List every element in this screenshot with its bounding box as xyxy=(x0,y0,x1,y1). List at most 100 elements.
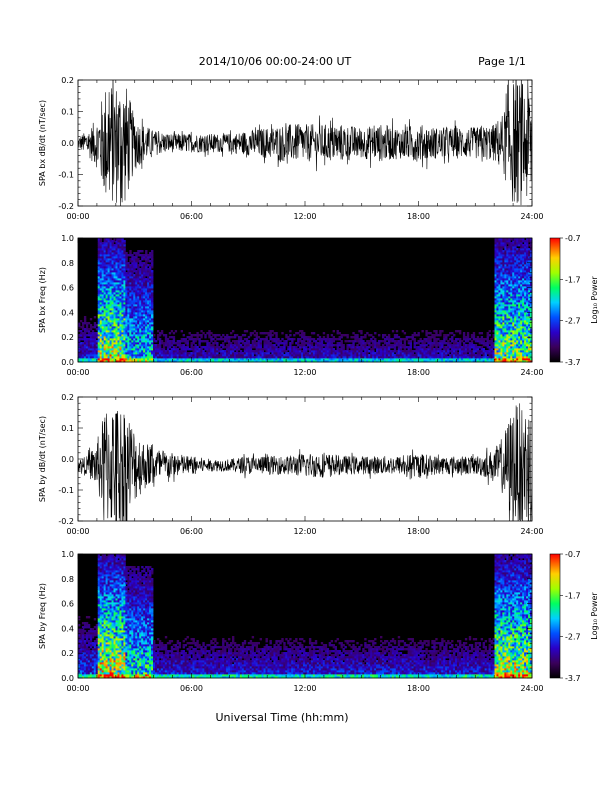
spectrogram-cell xyxy=(105,296,108,299)
spectrogram-cell xyxy=(97,298,101,301)
spectrogram-cell xyxy=(131,288,134,291)
spectrogram-cell xyxy=(362,344,365,347)
spectrogram-cell xyxy=(324,346,328,349)
spectrogram-cell xyxy=(121,300,124,303)
spectrogram-cell xyxy=(233,340,237,343)
spectrogram-cell xyxy=(147,284,150,287)
spectrogram-cell xyxy=(370,352,373,355)
spectrogram-cell xyxy=(127,314,130,317)
spectrogram-cell xyxy=(111,320,114,323)
spectrogram-cell xyxy=(222,334,225,337)
spectrogram-cell xyxy=(115,308,118,311)
spectrogram-cell xyxy=(101,278,105,281)
spectrogram-cell xyxy=(151,286,154,289)
spectrogram-cell xyxy=(147,288,150,291)
spectrogram-cell xyxy=(135,346,138,349)
spectrogram-cell xyxy=(105,322,108,325)
spectrogram-cell xyxy=(151,272,154,275)
spectrogram-cell xyxy=(101,332,105,335)
spectrogram-cell xyxy=(103,336,107,339)
spectrogram-cell xyxy=(326,342,330,345)
spectrogram-cell xyxy=(301,360,304,363)
spectrogram-cell xyxy=(139,306,142,309)
spectrogram-cell xyxy=(87,328,91,331)
spectrogram-cell xyxy=(322,338,326,341)
spectrogram-cell xyxy=(334,350,337,353)
spectrogram-cell xyxy=(127,350,130,353)
spectrogram-cell xyxy=(346,348,349,351)
spectrogram-cell xyxy=(97,324,101,327)
spectrogram-cell xyxy=(314,340,318,343)
spectrogram-cell xyxy=(111,258,114,261)
spectrogram-cell xyxy=(336,342,339,345)
spectrogram-cell xyxy=(149,332,152,335)
spectrogram-cell xyxy=(139,348,142,351)
spectrogram-cell xyxy=(141,342,144,345)
spectrogram-cell xyxy=(228,346,231,349)
spectrogram-cell xyxy=(253,360,257,363)
spectrogram-cell xyxy=(166,342,170,345)
spectrogram-cell xyxy=(174,352,178,355)
spectrogram-cell xyxy=(330,350,334,353)
spectrogram-cell xyxy=(241,356,245,359)
spectrogram-cell xyxy=(115,334,118,337)
spectrogram-cell xyxy=(145,342,148,345)
spectrogram-cell xyxy=(89,328,93,331)
spectrogram-cell xyxy=(249,358,253,361)
spectrogram-cell xyxy=(139,292,142,295)
spectrogram-cell xyxy=(115,340,118,343)
spectrogram-cell xyxy=(226,346,229,349)
spectrogram-cell xyxy=(103,338,107,341)
spectrogram-cell xyxy=(103,296,107,299)
spectrogram-cell xyxy=(206,348,209,351)
spectrogram-cell xyxy=(83,318,87,321)
spectrogram-cell xyxy=(180,354,184,357)
spectrogram-cell xyxy=(143,356,146,359)
spectrogram-cell xyxy=(143,324,146,327)
spectrogram-cell xyxy=(301,356,304,359)
spectrogram-cell xyxy=(93,316,97,319)
spectrogram-cell xyxy=(310,344,314,347)
spectrogram-cell xyxy=(145,358,148,361)
spectrogram-cell xyxy=(137,270,140,273)
spectrogram-cell xyxy=(113,264,116,267)
spectrogram-cell xyxy=(131,316,134,319)
spectrogram-cell xyxy=(243,350,247,353)
spectrogram-cell xyxy=(131,268,134,271)
spectrogram-cell xyxy=(186,340,189,343)
spectrogram-cell xyxy=(87,350,91,353)
spectrogram-cell xyxy=(208,330,211,333)
spectrogram-cell xyxy=(125,326,128,329)
spectrogram-cell xyxy=(83,332,87,335)
spectrogram-cell xyxy=(137,282,140,285)
spectrogram-cell xyxy=(263,338,266,341)
spectrogram-cell xyxy=(154,356,158,359)
spectrogram-cell xyxy=(97,244,101,247)
spectrogram-cell xyxy=(194,348,197,351)
spectrogram-cell xyxy=(291,352,294,355)
spectrogram-cell xyxy=(107,250,110,253)
spectrogram-cell xyxy=(131,340,134,343)
spectrogram-cell xyxy=(312,338,316,341)
spectrogram-cell xyxy=(123,310,126,313)
spectrogram-cell xyxy=(123,328,126,331)
spectrogram-cell xyxy=(151,320,154,323)
spectrogram-cell xyxy=(231,352,235,355)
spectrogram-cell xyxy=(113,240,116,243)
spectrogram-cell xyxy=(121,356,124,359)
spectrogram-cell xyxy=(109,254,112,257)
spectrogram-cell xyxy=(139,282,142,285)
spectrogram-cell xyxy=(281,350,284,353)
spectrogram-cell xyxy=(488,334,491,337)
spectrogram-cell xyxy=(352,332,355,335)
spectrogram-cell xyxy=(139,308,142,311)
spectrogram-cell xyxy=(123,266,126,269)
spectrogram-cell xyxy=(164,334,168,337)
spectrogram-cell xyxy=(119,268,122,271)
spectrogram-cell xyxy=(105,310,108,313)
spectrogram-cell xyxy=(125,300,128,303)
spectrogram-cell xyxy=(295,352,298,355)
spectrogram-cell xyxy=(137,274,140,277)
spectrogram-cell xyxy=(200,352,203,355)
spectrogram-cell xyxy=(135,310,138,313)
